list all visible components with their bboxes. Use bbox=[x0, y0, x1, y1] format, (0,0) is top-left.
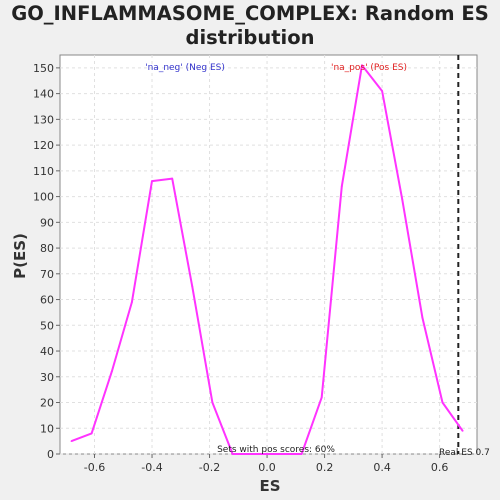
neg-es-label: 'na_neg' (Neg ES) bbox=[145, 63, 225, 73]
pos-es-label: 'na_pos' (Pos ES) bbox=[331, 63, 407, 73]
data-point bbox=[90, 432, 93, 435]
data-point bbox=[110, 370, 113, 373]
data-point bbox=[151, 180, 153, 183]
x-tick-label: -0.6 bbox=[84, 461, 105, 474]
real-es-text: Real ES 0.7 bbox=[439, 448, 490, 458]
x-tick-label: 0.2 bbox=[316, 461, 334, 474]
y-tick-label: 50 bbox=[40, 319, 54, 332]
data-point bbox=[381, 90, 383, 92]
y-tick-label: 130 bbox=[33, 113, 54, 126]
data-point bbox=[461, 429, 464, 432]
y-tick-label: 140 bbox=[33, 88, 54, 101]
x-tick-label: 0.6 bbox=[431, 461, 449, 474]
x-tick-label: -0.4 bbox=[141, 461, 162, 474]
data-point bbox=[191, 285, 194, 288]
data-point bbox=[320, 396, 323, 399]
data-point bbox=[211, 401, 214, 404]
y-tick-label: 20 bbox=[40, 397, 54, 410]
x-tick-label: 0.0 bbox=[258, 461, 276, 474]
y-axis-title: P(ES) bbox=[11, 233, 29, 279]
y-tick-label: 120 bbox=[33, 139, 54, 152]
y-tick-label: 90 bbox=[40, 216, 54, 229]
annotations: 'na_neg' (Neg ES) 'na_pos' (Pos ES) Sets w… bbox=[145, 63, 490, 458]
data-point bbox=[231, 453, 234, 455]
x-tick-label: 0.4 bbox=[373, 461, 391, 474]
data-point bbox=[421, 316, 424, 319]
pos-scores-text: Sets with pos scores: 60% bbox=[217, 445, 335, 455]
y-tick-label: 150 bbox=[33, 62, 54, 75]
data-point bbox=[401, 198, 404, 201]
data-point bbox=[340, 185, 343, 188]
y-tick-label: 70 bbox=[40, 268, 54, 281]
y-tick-label: 40 bbox=[40, 345, 54, 358]
y-tick-label: 80 bbox=[40, 242, 54, 255]
chart-title: GO_INFLAMMASOME_COMPLEX: Random ES distr… bbox=[0, 2, 500, 50]
data-point bbox=[130, 301, 133, 304]
y-tick-label: 0 bbox=[47, 448, 54, 461]
y-tick-label: 30 bbox=[40, 371, 54, 384]
data-point bbox=[300, 453, 303, 455]
ticks: 0 10 20 30 40 50 60 70 80 90 100 110 120 130 140 150 -0.… bbox=[33, 62, 448, 474]
plot-area bbox=[59, 54, 478, 455]
data-point bbox=[277, 453, 280, 455]
data-point bbox=[441, 401, 444, 404]
y-tick-label: 100 bbox=[33, 191, 54, 204]
y-tick-label: 110 bbox=[33, 165, 54, 178]
data-point bbox=[251, 453, 254, 455]
data-point bbox=[70, 440, 73, 443]
y-tick-label: 10 bbox=[40, 422, 54, 435]
data-point bbox=[171, 177, 174, 180]
y-tick-label: 60 bbox=[40, 294, 54, 307]
x-tick-label: -0.2 bbox=[199, 461, 220, 474]
series-line bbox=[71, 64, 464, 455]
data-point bbox=[361, 64, 363, 67]
chart-title-line1: GO_INFLAMMASOME_COMPLEX: Random ES bbox=[11, 2, 489, 25]
x-axis-title: ES bbox=[259, 477, 280, 495]
series-group bbox=[70, 55, 464, 455]
chart-title-line2: distribution bbox=[185, 26, 315, 49]
